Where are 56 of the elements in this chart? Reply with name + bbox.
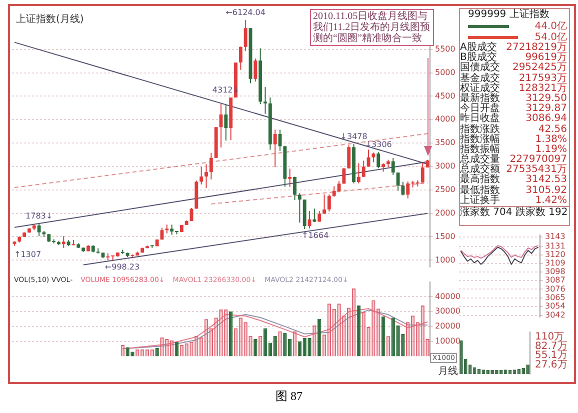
y-tick-label: 4000 <box>435 114 456 124</box>
annotation: ←6124.04 <box>226 8 266 18</box>
y-tick-label: 3076 <box>545 284 566 294</box>
y-tick-label: 5500 <box>435 44 456 54</box>
y-tick-label: 5000 <box>435 68 456 77</box>
annotation: ↓3306 <box>364 140 392 150</box>
y-tick-label: 4500 <box>435 91 456 100</box>
text: 基金成交 217593万 <box>460 72 567 84</box>
y-tick-label: 20000 <box>435 322 460 331</box>
annotation: ↓3478 <box>340 132 368 142</box>
y-tick-label: 3143 <box>545 232 566 242</box>
y-tick-label: 110万 <box>535 332 564 343</box>
text: 指数涨幅 1.38% <box>460 134 567 145</box>
data-label: 54.0亿 <box>534 32 567 43</box>
y-tick-label: 1500 <box>435 232 456 241</box>
annotation: ↑1664 <box>302 231 329 240</box>
y-tick-label: 40000 <box>435 292 460 301</box>
y-tick-label: 3042 <box>545 310 566 320</box>
y-tick-label: 27.6万 <box>535 359 568 370</box>
text: 999999 上证指数 <box>468 9 550 21</box>
y-tick-label: 10000 <box>435 336 460 346</box>
y-tick-label: 1000 <box>435 255 456 264</box>
y-tick-label: 3054 <box>545 301 566 310</box>
text: 指数振幅 1.19% <box>460 144 567 155</box>
y-tick-label: 3000 <box>435 162 456 171</box>
text: 指数涨跌 42.56 <box>460 124 567 134</box>
y-tick-label: 82.7万 <box>535 340 568 352</box>
y-tick-label: 3087 <box>545 276 566 285</box>
annotation: ←998.23 <box>104 262 140 272</box>
y-tick-label: 3131 <box>545 242 566 251</box>
y-tick-label: 30000 <box>435 306 460 316</box>
y-tick-label: 3120 <box>545 250 566 260</box>
text: 上证换手 1.42% <box>460 194 567 206</box>
y-tick-label: 2500 <box>435 184 456 194</box>
y-tick-label: 3500 <box>435 138 456 148</box>
caption: 图 87 <box>274 388 304 405</box>
y-tick-label: 3098 <box>545 267 566 276</box>
y-tick-label: 2000 <box>435 208 456 218</box>
y-tick-label: 55.1万 <box>535 350 568 362</box>
text: 国债成交 2952425万 <box>460 62 567 74</box>
text: 最高指数 3142.53 <box>460 174 567 186</box>
text: 昨日收盘 3086.94 <box>460 113 567 124</box>
text: 涨家数 704 跌家数 192 <box>460 206 569 219</box>
text: A股成交 27218219万 <box>460 42 567 53</box>
y-tick-label: 3065 <box>545 292 566 302</box>
annotation: 2010.11.05日收盘月线图与我们11.2日发布的月线图预测的“圆圈”精准吻合一致 <box>310 9 434 46</box>
y-tick-label: 3109 <box>545 258 566 268</box>
annotation: 1783↓ <box>26 212 53 221</box>
text: 今日开盘 3129.87 <box>460 103 567 114</box>
data-label: 44.0亿 <box>534 21 567 32</box>
text: 权证成交 128321万 <box>460 82 567 94</box>
chart-title: 上证指数(月线) <box>16 12 84 26</box>
annotation: ↑1307 <box>14 250 42 259</box>
text: 最低指数 3105.92 <box>460 184 567 196</box>
text: 最新指数 3129.50 <box>460 92 567 104</box>
text: 月线 <box>438 364 458 378</box>
